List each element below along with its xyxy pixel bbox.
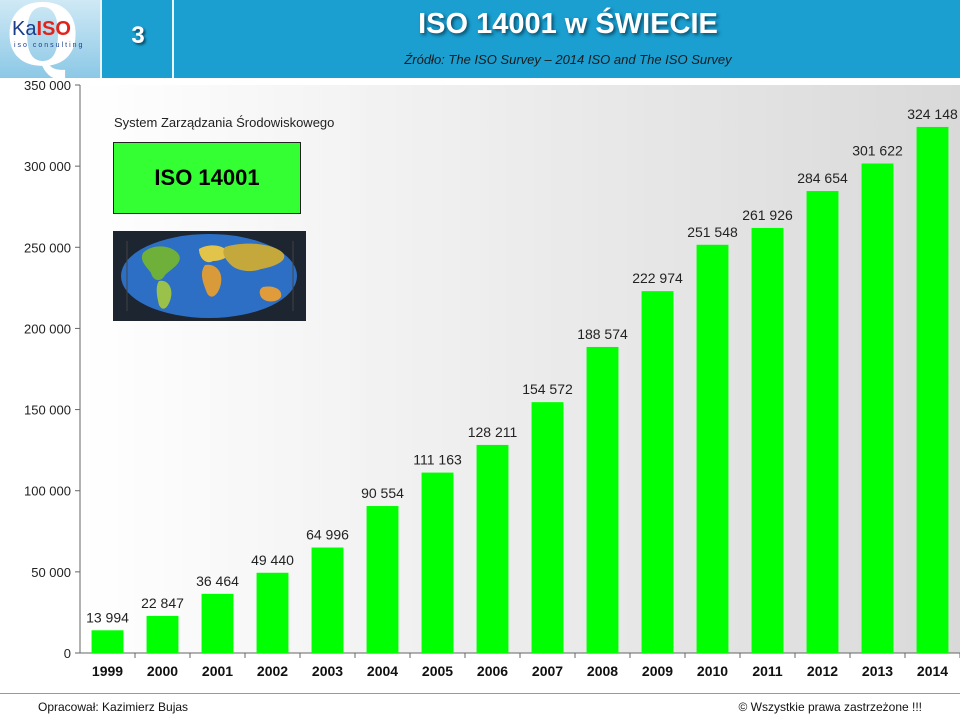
x-tick-label: 2002 bbox=[257, 663, 288, 679]
bar-data-label: 324 148 bbox=[907, 106, 958, 122]
page-title: ISO 14001 w ŚWIECIE bbox=[418, 8, 718, 40]
x-tick-label: 2012 bbox=[807, 663, 838, 679]
bar-data-label: 251 548 bbox=[687, 224, 738, 240]
bar bbox=[751, 227, 784, 653]
bar bbox=[586, 346, 619, 653]
bar bbox=[201, 593, 234, 653]
inset-caption: System Zarządzania Środowiskowego bbox=[114, 115, 335, 130]
x-tick-label: 2003 bbox=[312, 663, 343, 679]
bar bbox=[531, 402, 564, 653]
bar bbox=[806, 191, 839, 653]
iso-14001-badge: ISO 14001 bbox=[113, 142, 301, 214]
x-tick-label: 2014 bbox=[917, 663, 948, 679]
y-tick-label: 0 bbox=[64, 646, 71, 661]
x-tick-label: 2008 bbox=[587, 663, 618, 679]
x-tick-label: 2013 bbox=[862, 663, 893, 679]
x-tick-label: 1999 bbox=[92, 663, 123, 679]
logo-ka: Ka bbox=[12, 18, 37, 40]
bar bbox=[641, 291, 674, 653]
logo-q-letter: Q bbox=[6, 0, 80, 85]
bar bbox=[256, 572, 289, 653]
bar bbox=[311, 547, 344, 653]
page-subtitle: Źródło: The ISO Survey – 2014 ISO and Th… bbox=[404, 52, 732, 67]
bar-data-label: 222 974 bbox=[632, 270, 683, 286]
bar-data-label: 284 654 bbox=[797, 170, 848, 186]
bar-data-label: 90 554 bbox=[361, 485, 404, 501]
bar bbox=[366, 506, 399, 653]
y-tick-label: 150 000 bbox=[24, 403, 71, 418]
x-tick-label: 2000 bbox=[147, 663, 178, 679]
bar-data-label: 188 574 bbox=[577, 326, 628, 342]
x-tick-label: 2006 bbox=[477, 663, 508, 679]
bar-data-label: 261 926 bbox=[742, 207, 793, 223]
company-logo: Q KaISO iso consulting bbox=[0, 0, 102, 78]
y-tick-label: 350 000 bbox=[24, 78, 71, 93]
bar-data-label: 36 464 bbox=[196, 573, 239, 589]
bar-data-label: 22 847 bbox=[141, 595, 184, 611]
bar-data-label: 13 994 bbox=[86, 609, 129, 625]
footer-author: Opracował: Kazimierz Bujas bbox=[38, 700, 189, 714]
x-tick-label: 2004 bbox=[367, 663, 398, 679]
logo-subtext: iso consulting bbox=[14, 42, 85, 49]
x-tick-label: 2005 bbox=[422, 663, 453, 679]
bar bbox=[91, 630, 124, 653]
bar bbox=[861, 163, 894, 653]
bar bbox=[146, 615, 179, 653]
bar bbox=[476, 444, 509, 653]
x-tick-label: 2011 bbox=[752, 663, 783, 679]
y-tick-label: 50 000 bbox=[31, 565, 71, 580]
x-tick-label: 2007 bbox=[532, 663, 563, 679]
slide-number-box: 3 bbox=[104, 0, 174, 78]
x-tick-label: 2009 bbox=[642, 663, 673, 679]
y-tick-label: 300 000 bbox=[24, 159, 71, 174]
header-bar: Q KaISO iso consulting 3 ISO 14001 w ŚWI… bbox=[0, 0, 960, 78]
bar bbox=[696, 244, 729, 653]
bar-data-label: 64 996 bbox=[306, 527, 349, 543]
bar bbox=[916, 126, 949, 653]
world-map-icon bbox=[113, 231, 306, 321]
x-tick-label: 2010 bbox=[697, 663, 728, 679]
bar bbox=[421, 472, 454, 653]
bar-data-label: 49 440 bbox=[251, 552, 294, 568]
bar-data-label: 128 211 bbox=[468, 424, 518, 440]
slide-number: 3 bbox=[131, 22, 145, 49]
x-tick-label: 2001 bbox=[202, 663, 233, 679]
bar-data-label: 154 572 bbox=[522, 381, 573, 397]
y-tick-label: 200 000 bbox=[24, 321, 71, 336]
y-tick-label: 250 000 bbox=[24, 240, 71, 255]
footer-divider bbox=[0, 693, 960, 694]
logo-iso: ISO bbox=[36, 18, 71, 40]
bar-data-label: 301 622 bbox=[852, 143, 903, 159]
y-tick-label: 100 000 bbox=[24, 484, 71, 499]
bar-data-label: 111 163 bbox=[413, 452, 462, 468]
footer-copyright: © Wszystkie prawa zastrzeżone !!! bbox=[738, 700, 922, 714]
